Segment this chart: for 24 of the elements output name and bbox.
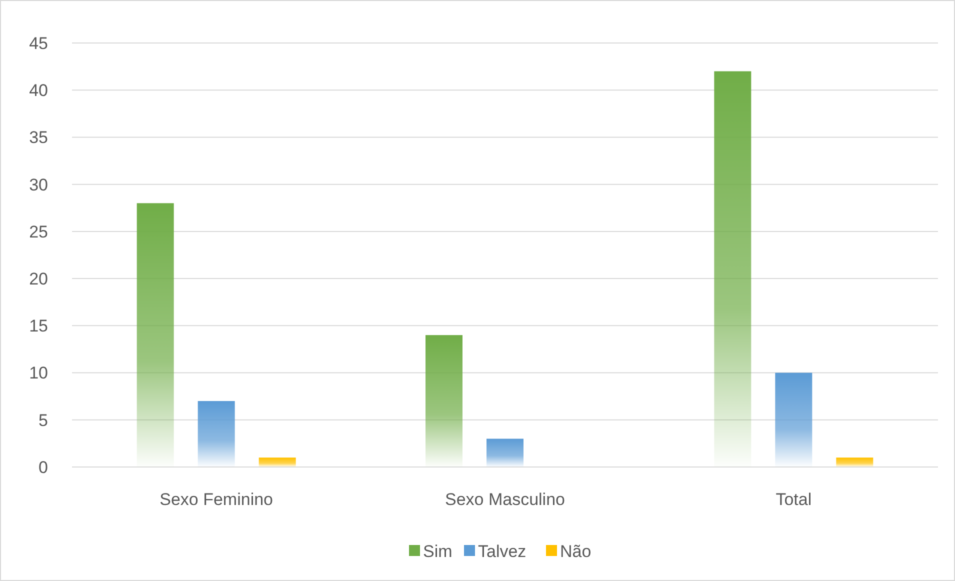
legend-label: Talvez	[478, 542, 526, 561]
y-tick-label: 40	[29, 81, 48, 100]
y-tick-label: 15	[29, 316, 48, 336]
y-tick-label: 5	[38, 410, 48, 430]
y-tick-label: 30	[29, 175, 48, 194]
legend-label: Sim	[423, 542, 452, 561]
y-tick-label: 45	[29, 34, 48, 53]
bar	[775, 372, 812, 467]
bar	[136, 203, 174, 467]
x-tick-label: Total	[776, 490, 812, 509]
y-tick-label: 10	[29, 364, 48, 383]
bar	[714, 71, 752, 467]
y-tick-label: 35	[29, 128, 48, 148]
bar	[258, 458, 296, 467]
bar	[426, 335, 462, 467]
x-tick-label: Sexo Masculino	[444, 490, 566, 509]
legend-label: Não	[560, 542, 592, 561]
y-tick-label: 25	[29, 222, 48, 242]
y-tick-label: 0	[38, 458, 48, 477]
bar	[836, 458, 874, 467]
x-tick-label: Sexo Feminino	[160, 490, 274, 509]
y-tick-label: 20	[29, 270, 48, 289]
bar	[486, 438, 524, 467]
bar	[198, 401, 235, 467]
